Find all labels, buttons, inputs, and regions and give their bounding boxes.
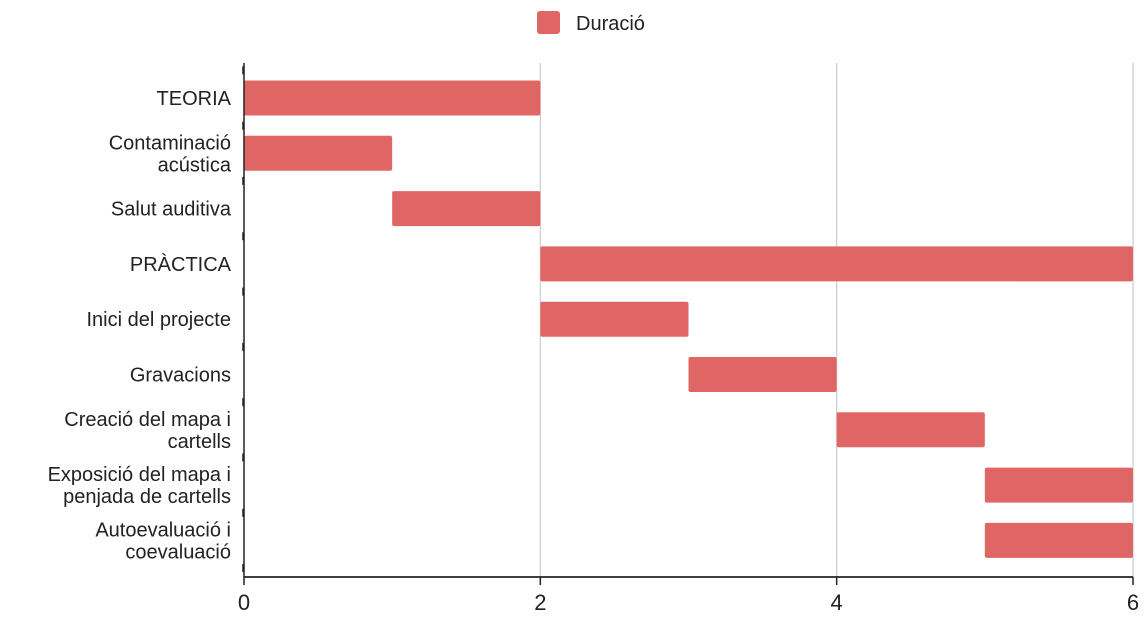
x-tick-label: 0 <box>238 590 250 615</box>
bar-1 <box>244 136 392 171</box>
category-label: Gravacions <box>130 365 231 387</box>
category-label: Salut auditiva <box>111 199 232 221</box>
bar-4 <box>540 302 688 337</box>
bar-3 <box>540 246 1133 281</box>
legend-label: Duració <box>576 13 645 35</box>
category-label: penjada de cartells <box>63 486 231 508</box>
legend: Duració <box>537 11 645 35</box>
category-label: acústica <box>158 154 232 176</box>
bar-7 <box>985 468 1133 503</box>
bar-6 <box>837 412 985 447</box>
category-label: Creació del mapa i <box>64 409 231 431</box>
bar-0 <box>244 81 540 116</box>
category-label: TEORIA <box>157 88 232 110</box>
x-tick-label: 6 <box>1127 590 1139 615</box>
category-label: Autoevaluació i <box>95 519 231 541</box>
category-label: cartells <box>168 431 231 453</box>
category-label: PRÀCTICA <box>130 253 232 276</box>
bars <box>244 81 1133 558</box>
x-tick-label: 2 <box>534 590 546 615</box>
category-label: Inici del projecte <box>86 309 231 331</box>
x-tick-label: 4 <box>831 590 843 615</box>
legend-swatch <box>537 11 560 34</box>
bar-8 <box>985 523 1133 558</box>
category-label: Contaminació <box>109 132 231 154</box>
category-label: Exposició del mapa i <box>48 464 231 486</box>
category-label: coevaluació <box>125 541 231 563</box>
bar-2 <box>392 191 540 226</box>
bar-5 <box>689 357 837 392</box>
